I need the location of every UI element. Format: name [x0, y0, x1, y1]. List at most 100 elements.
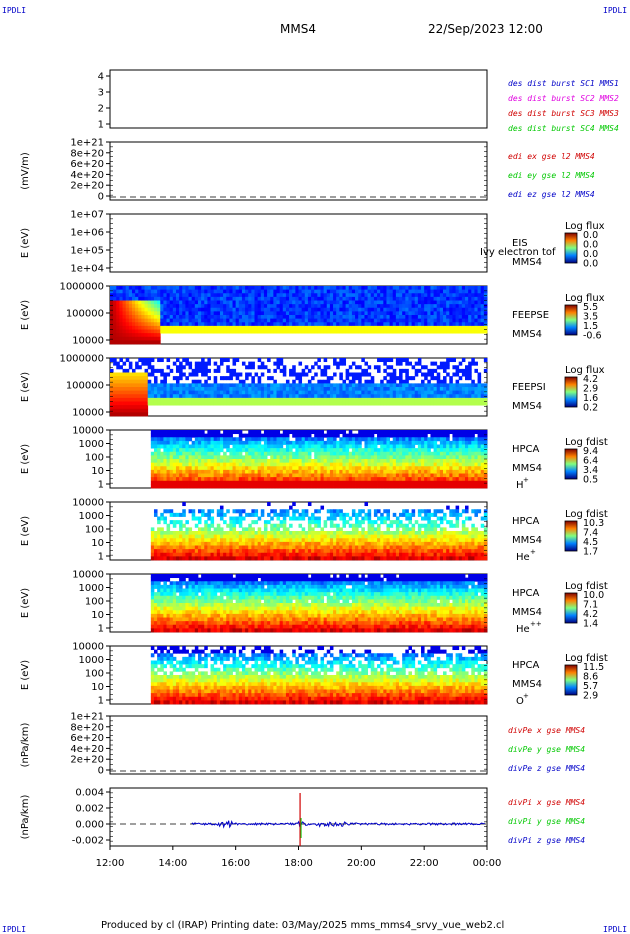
spectrogram-cell: [235, 401, 240, 406]
spectrogram-cell: [292, 372, 296, 377]
spectrogram-cell: [446, 484, 450, 489]
spectrogram-cell: [395, 394, 400, 399]
spectrogram-cell: [408, 304, 412, 309]
spectrogram-cell: [267, 304, 271, 309]
spectrogram-cell: [446, 325, 450, 330]
spectrogram-cell: [465, 376, 469, 381]
spectrogram-cell: [110, 358, 114, 363]
spectrogram-cell: [157, 394, 161, 399]
spectrogram-cell: [323, 300, 328, 305]
spectrogram-cell: [320, 455, 325, 460]
spectrogram-cell: [314, 296, 318, 301]
spectrogram-cell: [348, 329, 353, 334]
spectrogram-cell: [257, 322, 262, 327]
spectrogram-cell: [461, 368, 466, 373]
spectrogram-cell: [449, 459, 453, 464]
spectrogram-cell: [179, 437, 183, 442]
colorbar-feepse: [564, 304, 578, 336]
spectrogram-cell: [245, 383, 249, 388]
spectrogram-cell: [443, 318, 447, 323]
spectrogram-cell: [439, 293, 444, 298]
spectrogram-cell: [245, 329, 249, 334]
spectrogram-cell: [342, 296, 347, 301]
spectrogram-cell: [232, 545, 237, 550]
spectrogram-cell: [138, 333, 142, 338]
spectrogram-cell: [424, 329, 428, 334]
spectrogram-cell: [166, 437, 171, 442]
spectrogram-cell: [179, 322, 183, 327]
spectrogram-cell: [436, 307, 441, 312]
spectrogram-cell: [465, 480, 469, 485]
spectrogram-cell: [263, 451, 268, 456]
spectrogram-cell: [323, 466, 328, 471]
spectrogram-cell: [367, 469, 372, 474]
spectrogram-cell: [232, 397, 237, 402]
spectrogram-cell: [471, 315, 475, 320]
spectrogram-cell: [477, 430, 482, 435]
spectrogram-cell: [377, 304, 381, 309]
spectrogram-cell: [345, 296, 350, 301]
spectrogram-cell: [399, 473, 403, 478]
spectrogram-cell: [380, 448, 384, 453]
spectrogram-cell: [455, 311, 460, 316]
spectrogram-cell: [248, 289, 252, 294]
spectrogram-cell: [279, 293, 284, 298]
spectrogram-cell: [458, 325, 463, 330]
spectrogram-cell: [179, 318, 183, 323]
spectrogram-cell: [175, 397, 180, 402]
spectrogram-cell: [238, 480, 243, 485]
spectrogram-cell: [226, 383, 230, 388]
spectrogram-cell: [364, 293, 369, 298]
spectrogram-cell: [480, 437, 485, 442]
spectrogram-cell: [204, 286, 208, 291]
spectrogram-cell: [317, 466, 321, 471]
spectrogram-cell: [405, 325, 409, 330]
spectrogram-cell: [254, 473, 259, 478]
spectrogram-cell: [298, 455, 303, 460]
spectrogram-cell: [235, 296, 240, 301]
spectrogram-cell: [219, 325, 224, 330]
spectrogram-cell: [339, 455, 343, 460]
spectrogram-cell: [355, 480, 359, 485]
spectrogram-cell: [320, 448, 325, 453]
spectrogram-cell: [282, 286, 287, 291]
spectrogram-cell: [150, 304, 155, 309]
spectrogram-cell: [131, 289, 136, 294]
spectrogram-cell: [461, 318, 466, 323]
spectrogram-cell: [446, 304, 450, 309]
spectrogram-cell: [163, 473, 167, 478]
spectrogram-cell: [141, 340, 145, 345]
spectrogram-cell: [232, 304, 237, 309]
spectrogram-cell: [260, 473, 265, 478]
spectrogram-cell: [122, 329, 127, 334]
spectrogram-cell: [131, 293, 136, 298]
spectrogram-cell: [292, 477, 296, 482]
spectrogram-cell: [386, 484, 391, 489]
spectrogram-cell: [395, 318, 400, 323]
spectrogram-cell: [301, 325, 306, 330]
spectrogram-cell: [471, 293, 475, 298]
spectrogram-cell: [248, 365, 252, 370]
spectrogram-cell: [289, 329, 293, 334]
spectrogram-cell: [295, 451, 299, 456]
instrument-spacecraft: MMS4: [512, 401, 542, 412]
spectrogram-cell: [355, 451, 359, 456]
spectrogram-cell: [267, 440, 271, 445]
spectrogram-cell: [166, 390, 171, 395]
spectrogram-cell: [329, 293, 334, 298]
spectrogram-cell: [232, 329, 237, 334]
spectrogram-cell: [455, 325, 460, 330]
spectrogram-cell: [235, 315, 240, 320]
spectrogram-cell: [223, 286, 227, 291]
spectrogram-cell: [351, 477, 356, 482]
spectrogram-cell: [270, 451, 274, 456]
spectrogram-cell: [216, 484, 221, 489]
spectrogram-cell: [160, 556, 164, 561]
spectrogram-cell: [125, 300, 130, 305]
spectrogram-cell: [150, 437, 155, 442]
spectrogram-cell: [251, 462, 255, 467]
spectrogram-cell: [414, 459, 419, 464]
spectrogram-cell: [285, 462, 290, 467]
spectrogram-cell: [191, 397, 196, 402]
spectrogram-cell: [153, 376, 158, 381]
